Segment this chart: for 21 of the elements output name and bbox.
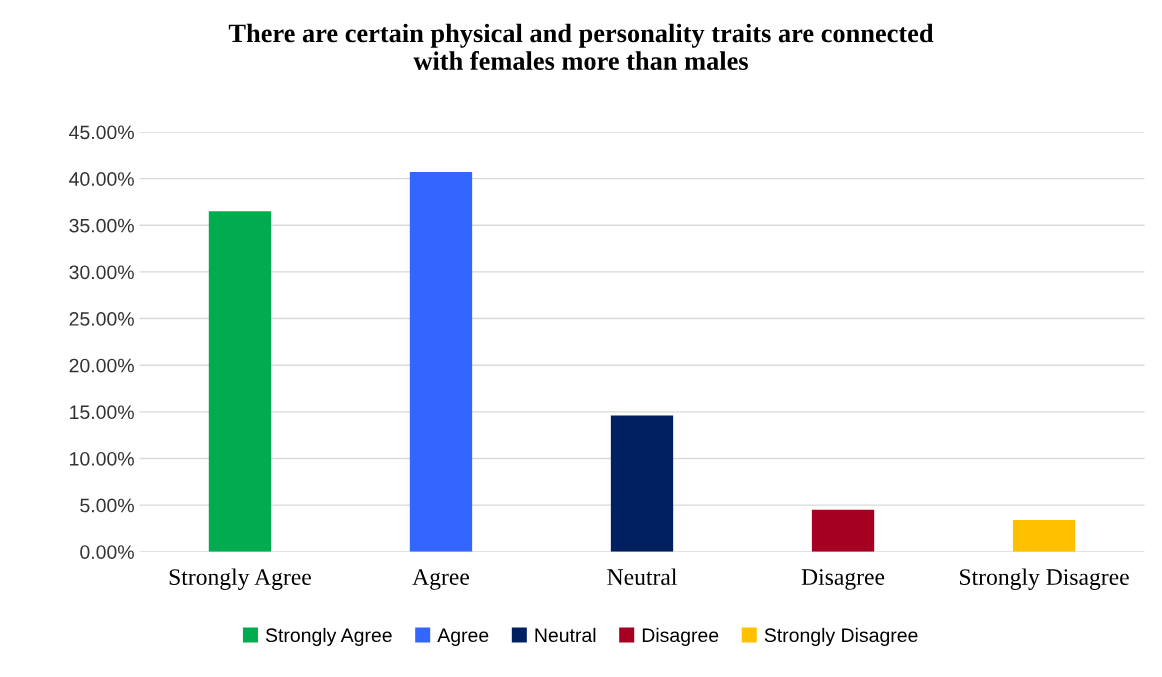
chart-title: There are certain physical and personality traits are connected with females more than males	[228, 23, 934, 70]
y-tick-label: 0.00%	[80, 545, 134, 559]
x-tick-label: Strongly Disagree	[960, 568, 1129, 590]
legend-label: Strongly Agree	[265, 627, 392, 646]
y-tick-label: 15.00%	[70, 405, 134, 420]
y-tick-label: 25.00%	[69, 312, 134, 326]
y-tick-label: 45.00%	[69, 125, 134, 140]
y-tick-label: 5.00%	[80, 498, 134, 513]
x-tick-label: Neutral	[607, 568, 677, 586]
x-tick-label: Disagree	[801, 569, 885, 590]
x-tick-label: Strongly Agree	[169, 568, 311, 590]
legend-label: Agree	[437, 628, 489, 646]
x-tick-label: Agree	[412, 569, 469, 590]
legend-label: Strongly Disagree	[764, 627, 918, 646]
y-tick-label: 30.00%	[69, 265, 134, 280]
y-tick-label: 40.00%	[69, 172, 134, 186]
y-tick-label: 10.00%	[70, 451, 134, 466]
legend-label: Neutral	[535, 627, 596, 643]
y-tick-label: 20.00%	[69, 358, 134, 373]
legend-label: Disagree	[642, 627, 719, 646]
y-tick-label: 35.00%	[69, 218, 134, 233]
